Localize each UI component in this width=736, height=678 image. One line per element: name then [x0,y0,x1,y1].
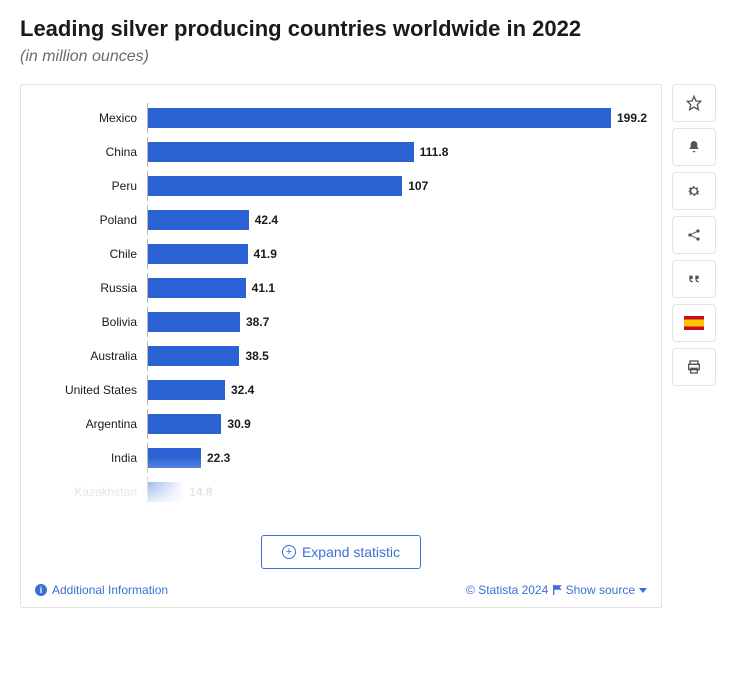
copyright-label: © Statista 2024 [466,583,548,597]
quote-icon [686,271,702,287]
bar-fill [148,278,246,298]
bar-value: 32.4 [231,383,254,397]
bar-row[interactable]: China 111.8 [35,137,647,167]
bar-label: China [35,145,147,159]
bell-icon [686,139,702,155]
language-button[interactable] [672,304,716,342]
plus-circle-icon: + [282,545,296,559]
bar-track: 107 [147,171,647,201]
bar-row[interactable]: Kazakhstan 14.8 [35,477,647,507]
share-button[interactable] [672,216,716,254]
language-es-icon [684,316,704,330]
bar-label: Poland [35,213,147,227]
bar-fill [148,346,239,366]
gear-icon [686,183,702,199]
star-icon [686,95,702,111]
bar-row[interactable]: Russia 41.1 [35,273,647,303]
show-source-link[interactable]: Show source [566,583,647,597]
bar-label: Kazakhstan [35,485,147,499]
alert-button[interactable] [672,128,716,166]
info-icon: i [35,584,47,596]
print-icon [686,359,702,375]
bar-track: 42.4 [147,205,647,235]
bar-row[interactable]: Bolivia 38.7 [35,307,647,337]
bar-track: 32.4 [147,375,647,405]
bar-value: 107 [408,179,428,193]
bar-track: 38.7 [147,307,647,337]
bar-value: 38.5 [245,349,268,363]
bar-value: 38.7 [246,315,269,329]
bar-value: 22.3 [207,451,230,465]
settings-button[interactable] [672,172,716,210]
bar-row[interactable]: Chile 41.9 [35,239,647,269]
bar-row[interactable]: United States 32.4 [35,375,647,405]
bar-value: 30.9 [227,417,250,431]
bar-fill [148,312,240,332]
chart-panel: Mexico 199.2 China 111.8 Peru 107 Poland 42.4 Ch… [20,84,662,608]
copyright-link[interactable]: © Statista 2024 [466,583,562,597]
bar-track: 199.2 [147,103,647,133]
favorite-button[interactable] [672,84,716,122]
expand-wrap: + Expand statistic [35,535,647,569]
bar-label: Russia [35,281,147,295]
additional-info-label: Additional Information [52,583,168,597]
bar-label: Chile [35,247,147,261]
bar-track: 111.8 [147,137,647,167]
bar-track: 14.8 [147,477,647,507]
bar-track: 41.1 [147,273,647,303]
additional-info-link[interactable]: i Additional Information [35,583,168,597]
bar-row[interactable]: Australia 38.5 [35,341,647,371]
bar-value: 41.9 [254,247,277,261]
bar-track: 41.9 [147,239,647,269]
bar-fill [148,482,183,502]
bar-fill [148,210,249,230]
bars-area: Mexico 199.2 China 111.8 Peru 107 Poland 42.4 Ch… [35,103,647,507]
footer-right: © Statista 2024 Show source [466,581,647,597]
bar-value: 111.8 [420,145,449,159]
bar-fill [148,176,402,196]
flag-icon [552,584,562,596]
cite-button[interactable] [672,260,716,298]
expand-label: Expand statistic [302,544,400,560]
bar-track: 30.9 [147,409,647,439]
bar-value: 199.2 [617,111,647,125]
bar-value: 42.4 [255,213,278,227]
bar-row[interactable]: Argentina 30.9 [35,409,647,439]
bar-track: 38.5 [147,341,647,371]
bar-fill [148,142,414,162]
bar-value: 41.1 [252,281,275,295]
bar-row[interactable]: Mexico 199.2 [35,103,647,133]
chart-footer: i Additional Information © Statista 2024… [35,581,647,597]
bar-row[interactable]: India 22.3 [35,443,647,473]
expand-button[interactable]: + Expand statistic [261,535,421,569]
bar-label: Bolivia [35,315,147,329]
side-toolbar [672,84,716,386]
bar-value: 14.8 [189,485,212,499]
bar-row[interactable]: Peru 107 [35,171,647,201]
chart-wrapper: Mexico 199.2 China 111.8 Peru 107 Poland 42.4 Ch… [20,84,716,608]
page-subtitle: (in million ounces) [20,48,716,66]
bar-fill [148,448,201,468]
share-icon [686,227,702,243]
bar-fill [148,414,221,434]
bar-label: Mexico [35,111,147,125]
bar-label: Argentina [35,417,147,431]
bar-label: India [35,451,147,465]
print-button[interactable] [672,348,716,386]
show-source-label: Show source [566,583,635,597]
bar-label: Australia [35,349,147,363]
bar-label: Peru [35,179,147,193]
bar-label: United States [35,383,147,397]
chevron-down-icon [639,588,647,593]
bar-track: 22.3 [147,443,647,473]
bar-fill [148,244,248,264]
bar-fill [148,108,611,128]
bar-fill [148,380,225,400]
page-title: Leading silver producing countries world… [20,16,716,42]
bar-row[interactable]: Poland 42.4 [35,205,647,235]
